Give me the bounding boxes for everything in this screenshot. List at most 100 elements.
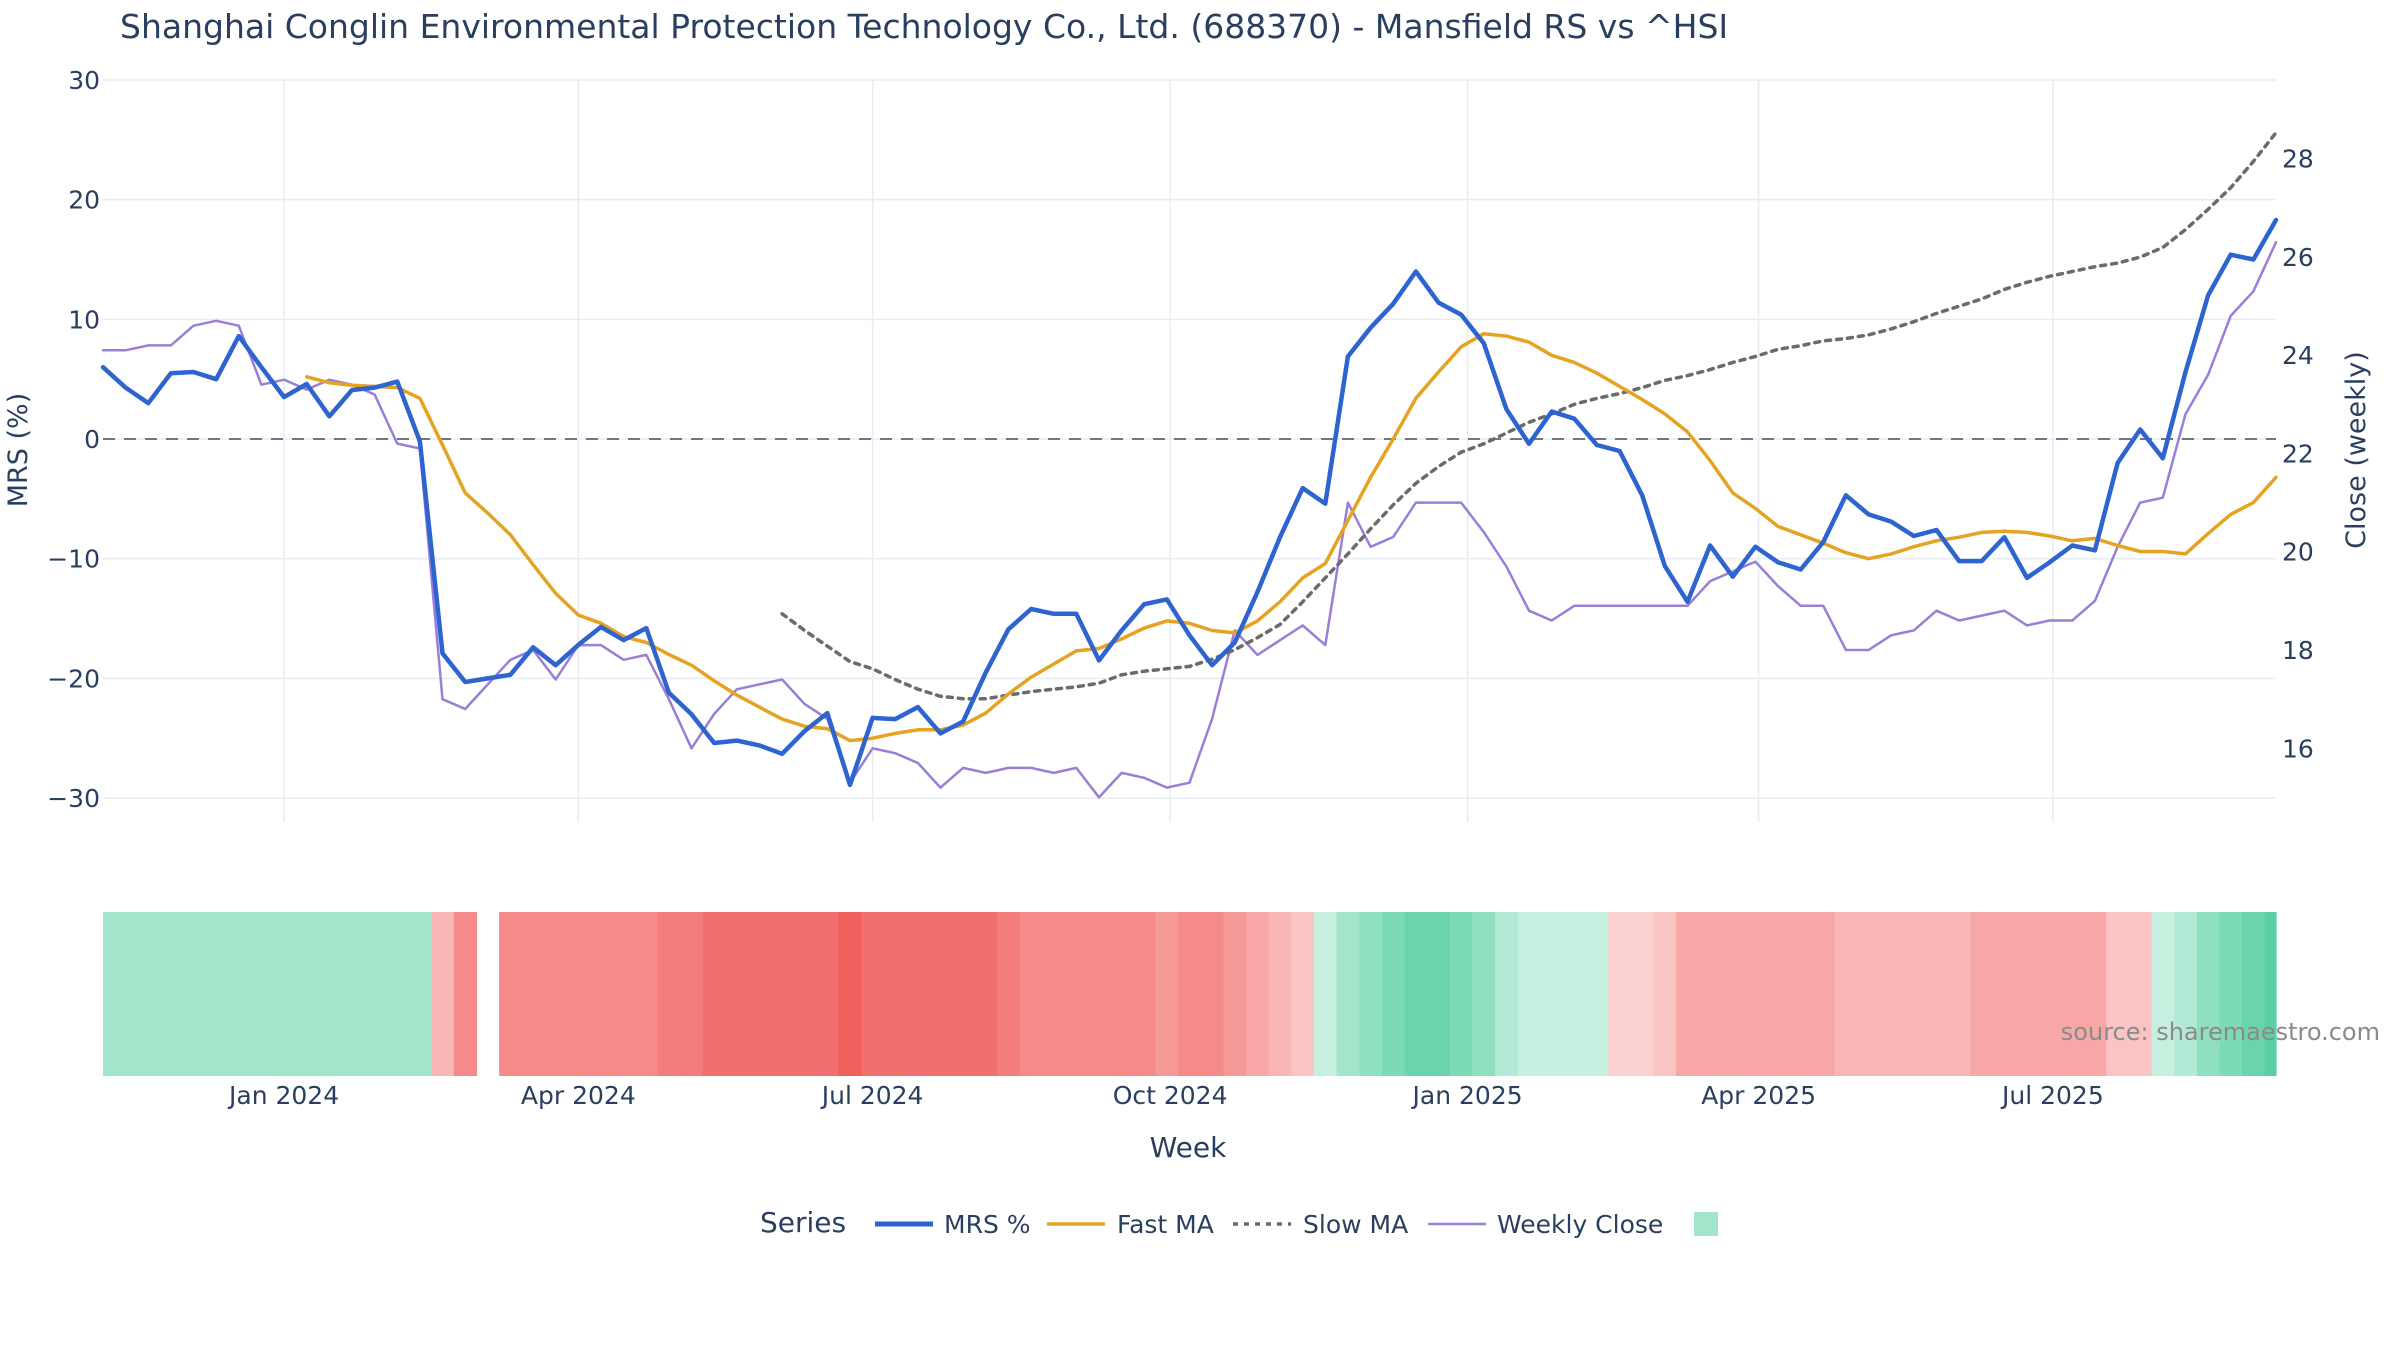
heat-cell: [974, 912, 998, 1076]
legend-label-weekly-close: Weekly Close: [1497, 1210, 1663, 1239]
heat-cell: [657, 912, 681, 1076]
left-axis-ticks: 30 20 10 0 −10 −20 −30: [47, 66, 100, 813]
heat-cell: [929, 912, 953, 1076]
heat-cell: [1562, 912, 1587, 1076]
heat-cell: [1721, 912, 1745, 1076]
heat-cell: [1178, 912, 1202, 1076]
heat-cell: [272, 912, 297, 1076]
heat-cell: [997, 912, 1021, 1076]
heat-cell: [793, 912, 817, 1076]
heat-cell: [1630, 912, 1655, 1076]
heat-cell: [883, 912, 908, 1076]
heat-cell: [2038, 912, 2062, 1076]
y2-tick-label: 20: [2282, 538, 2314, 567]
y-tick-label: 10: [68, 305, 100, 334]
y2-tick-label: 16: [2282, 734, 2314, 763]
y2-tick-label: 18: [2282, 636, 2314, 665]
heat-cell: [1019, 912, 1043, 1076]
source-credit: source: sharemaestro.com: [2061, 1018, 2380, 1046]
heat-cell: [227, 912, 251, 1076]
y2-tick-label: 28: [2282, 145, 2314, 174]
heat-cell: [612, 912, 636, 1076]
x-tick-label: Jul 2025: [2000, 1081, 2104, 1110]
heat-cell: [1517, 912, 1541, 1076]
heat-cell: [1766, 912, 1790, 1076]
heat-cell: [1993, 912, 2017, 1076]
heat-cell: [1811, 912, 1836, 1076]
heat-cell: [906, 912, 930, 1076]
heat-cell: [1268, 912, 1292, 1076]
heat-cell: [634, 912, 659, 1076]
heat-cell: [1744, 912, 1768, 1076]
heat-cell: [2174, 912, 2198, 1076]
heat-cell: [1336, 912, 1360, 1076]
legend-label-fast-ma: Fast MA: [1117, 1210, 1214, 1239]
heat-cell: [1857, 912, 1881, 1076]
heat-cell: [725, 912, 749, 1076]
heat-cell: [1449, 912, 1474, 1076]
heat-cell: [2128, 912, 2153, 1076]
x-axis-label: Week: [1150, 1131, 1227, 1164]
heat-cell: [1472, 912, 1496, 1076]
legend-item-regime[interactable]: [1694, 1212, 1718, 1236]
heat-cell: [2015, 912, 2039, 1076]
y-axis-label: MRS (%): [3, 393, 34, 508]
heat-cell: [1676, 912, 1700, 1076]
heat-cell: [1381, 912, 1406, 1076]
heat-cell: [1970, 912, 1994, 1076]
heat-cell: [2196, 912, 2221, 1076]
heat-cell: [182, 912, 206, 1076]
heat-cell: [295, 912, 319, 1076]
series-fast-ma: [304, 331, 2278, 743]
heat-cell: [1427, 912, 1451, 1076]
heat-cell: [1042, 912, 1066, 1076]
heat-cell: [1404, 912, 1428, 1076]
y-tick-label: 30: [68, 66, 100, 95]
y-tick-label: −30: [47, 784, 100, 813]
heat-cell: [103, 912, 115, 1076]
heat-cell: [499, 912, 523, 1076]
legend-item-slow-ma[interactable]: Slow MA: [1233, 1210, 1408, 1239]
heat-cell: [1155, 912, 1179, 1076]
legend-item-weekly-close[interactable]: Weekly Close: [1428, 1210, 1663, 1239]
heat-cell: [748, 912, 772, 1076]
heat-cell: [1834, 912, 1858, 1076]
legend-item-fast-ma[interactable]: Fast MA: [1047, 1210, 1214, 1239]
y-tick-label: 20: [68, 186, 100, 215]
heat-cell: [861, 912, 885, 1076]
series-mrs: [100, 217, 2279, 788]
heat-cell: [1789, 912, 1813, 1076]
heat-cell: [408, 912, 432, 1076]
heat-cell: [589, 912, 613, 1076]
series-weekly-close: [101, 240, 2278, 799]
heat-cell: [1540, 912, 1564, 1076]
heat-cell: [363, 912, 387, 1076]
x-tick-label: Jan 2025: [1411, 1081, 1523, 1110]
heat-cell: [1313, 912, 1338, 1076]
regime-heat-strip: [103, 912, 2277, 1076]
right-axis-ticks: 28 26 24 22 20 18 16: [2282, 145, 2314, 764]
heat-cell: [1200, 912, 1225, 1076]
heat-cell: [114, 912, 138, 1076]
heat-cell: [1698, 912, 1723, 1076]
y-tick-label: −20: [47, 664, 100, 693]
heat-cell: [1653, 912, 1677, 1076]
x-tick-label: Jan 2024: [227, 1081, 339, 1110]
heat-cell: [250, 912, 274, 1076]
grid-layer: [103, 79, 2276, 822]
heat-cell: [2106, 912, 2130, 1076]
y-tick-label: 0: [84, 425, 100, 454]
heat-cell: [1902, 912, 1926, 1076]
x-axis-ticks: Jan 2024 Apr 2024 Jul 2024 Oct 2024 Jan 2025…: [227, 1081, 2104, 1110]
heat-cell: [136, 912, 161, 1076]
heat-cell: [1087, 912, 1111, 1076]
heat-cell: [680, 912, 704, 1076]
y2-tick-label: 22: [2282, 439, 2314, 468]
heat-cell: [2242, 912, 2266, 1076]
series-slow-ma: [780, 130, 2278, 701]
heat-cell: [1223, 912, 1247, 1076]
legend-item-mrs[interactable]: MRS %: [875, 1210, 1031, 1239]
legend-label-slow-ma: Slow MA: [1303, 1210, 1408, 1239]
x-tick-label: Oct 2024: [1113, 1081, 1228, 1110]
